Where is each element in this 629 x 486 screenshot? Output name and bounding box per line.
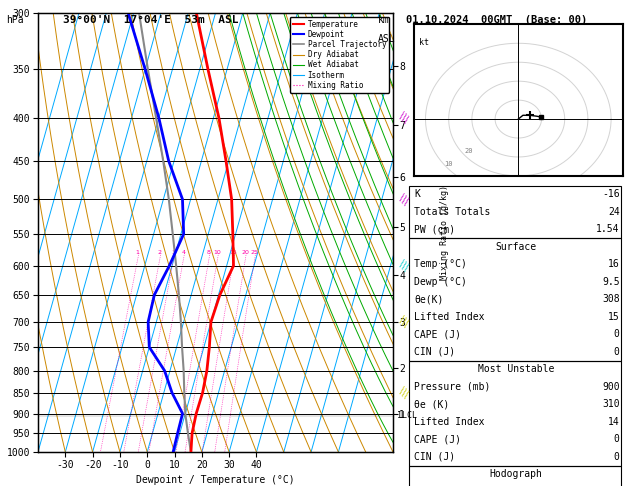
Text: CIN (J): CIN (J) (414, 347, 455, 357)
Text: 9.5: 9.5 (602, 277, 620, 287)
Text: K: K (414, 190, 420, 199)
Text: Dewp (°C): Dewp (°C) (414, 277, 467, 287)
Text: 1LCL: 1LCL (396, 411, 416, 420)
Text: kt: kt (418, 37, 428, 47)
Text: θe(K): θe(K) (414, 295, 443, 304)
Text: 1.54: 1.54 (596, 225, 620, 234)
Text: \\\: \\\ (396, 192, 410, 206)
Text: 15: 15 (230, 250, 237, 255)
Text: km: km (377, 15, 389, 25)
Text: 14: 14 (608, 417, 620, 427)
Text: 0: 0 (614, 330, 620, 339)
Text: 8: 8 (207, 250, 211, 255)
Text: 2: 2 (158, 250, 162, 255)
Text: Temp (°C): Temp (°C) (414, 260, 467, 269)
Text: CIN (J): CIN (J) (414, 452, 455, 462)
Text: 15: 15 (608, 312, 620, 322)
Text: 0: 0 (614, 452, 620, 462)
Text: ASL: ASL (377, 34, 395, 44)
Text: 10: 10 (444, 161, 452, 168)
Text: 20: 20 (465, 148, 474, 154)
Text: 1: 1 (136, 250, 140, 255)
Text: \\\: \\\ (396, 111, 410, 125)
Text: \\\: \\\ (396, 386, 410, 399)
Text: PW (cm): PW (cm) (414, 225, 455, 234)
Text: 0: 0 (614, 347, 620, 357)
Legend: Temperature, Dewpoint, Parcel Trajectory, Dry Adiabat, Wet Adiabat, Isotherm, Mi: Temperature, Dewpoint, Parcel Trajectory… (290, 17, 389, 93)
Text: -16: -16 (602, 190, 620, 199)
Text: Lifted Index: Lifted Index (414, 417, 484, 427)
Text: 310: 310 (602, 399, 620, 409)
Text: 10: 10 (213, 250, 221, 255)
Text: 3: 3 (171, 250, 175, 255)
Text: CAPE (J): CAPE (J) (414, 330, 461, 339)
X-axis label: Dewpoint / Temperature (°C): Dewpoint / Temperature (°C) (136, 475, 295, 485)
Text: 900: 900 (602, 382, 620, 392)
Text: 24: 24 (608, 207, 620, 217)
Text: 16: 16 (608, 260, 620, 269)
Text: hPa: hPa (6, 15, 24, 25)
Text: Hodograph: Hodograph (489, 469, 543, 479)
Text: \\\: \\\ (396, 315, 410, 329)
Y-axis label: Mixing Ratio (g/kg): Mixing Ratio (g/kg) (440, 185, 449, 280)
Text: \\\: \\\ (396, 259, 410, 273)
Text: CAPE (J): CAPE (J) (414, 434, 461, 444)
Text: 308: 308 (602, 295, 620, 304)
Text: 4: 4 (181, 250, 186, 255)
Text: Lifted Index: Lifted Index (414, 312, 484, 322)
Text: Surface: Surface (496, 242, 537, 252)
Text: Most Unstable: Most Unstable (478, 364, 554, 374)
Text: Totals Totals: Totals Totals (414, 207, 490, 217)
Text: Pressure (mb): Pressure (mb) (414, 382, 490, 392)
Text: θe (K): θe (K) (414, 399, 449, 409)
Text: 0: 0 (614, 434, 620, 444)
Text: 20: 20 (242, 250, 249, 255)
Text: 39°00'N  17°04'E  53m  ASL: 39°00'N 17°04'E 53m ASL (63, 15, 238, 25)
Text: 25: 25 (251, 250, 259, 255)
Text: 01.10.2024  00GMT  (Base: 00): 01.10.2024 00GMT (Base: 00) (406, 15, 587, 25)
